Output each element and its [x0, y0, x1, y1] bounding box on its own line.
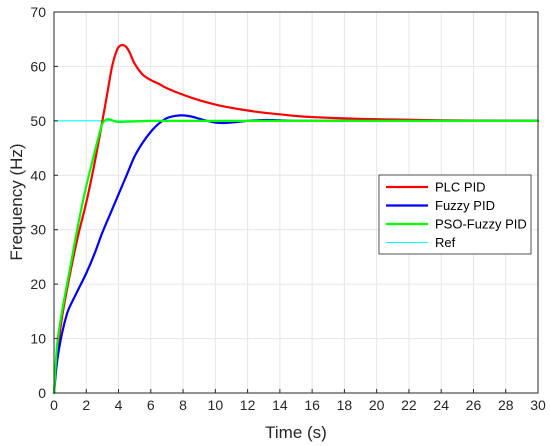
x-tick-label: 10 [208, 397, 224, 413]
x-tick-label: 12 [240, 397, 256, 413]
x-tick-label: 8 [179, 397, 187, 413]
legend-label-pso-fuzzy-pid: PSO-Fuzzy PID [435, 217, 527, 232]
x-tick-label: 28 [498, 397, 514, 413]
legend-box [378, 174, 532, 255]
x-tick-label: 6 [147, 397, 155, 413]
y-tick-label: 70 [30, 4, 46, 20]
series-line-pso-fuzzy-pid [52, 118, 540, 395]
y-tick-label: 60 [30, 58, 46, 74]
y-tick-label: 40 [30, 167, 46, 183]
x-tick-label: 24 [433, 397, 449, 413]
x-tick-label: 20 [369, 397, 385, 413]
x-axis-label: Time (s) [265, 423, 327, 442]
legend-label-fuzzy-pid: Fuzzy PID [435, 198, 495, 213]
x-tick-label: 16 [304, 397, 320, 413]
x-tick-label: 4 [115, 397, 123, 413]
axis-ticks: 0 2 4 6 8 10 12 14 16 18 20 22 24 26 28 300102030405060… [30, 4, 546, 413]
y-axis-label: Frequency (Hz) [7, 143, 26, 260]
legend-label-plc-pid: PLC PID [435, 180, 486, 195]
series-line-plc-pid [52, 43, 540, 395]
y-tick-label: 20 [30, 276, 46, 292]
y-tick-label: 50 [30, 113, 46, 129]
x-tick-label: 26 [466, 397, 482, 413]
x-tick-label: 18 [337, 397, 353, 413]
y-tick-label: 30 [30, 222, 46, 238]
x-tick-label: 2 [82, 397, 90, 413]
y-tick-label: 10 [30, 331, 46, 347]
legend: PLC PID Fuzzy PID PSO-Fuzzy PID Ref [378, 174, 532, 255]
y-tick-label: 0 [38, 385, 46, 401]
x-tick-label: 22 [401, 397, 417, 413]
x-tick-label: 30 [530, 397, 546, 413]
x-tick-label: 0 [50, 397, 58, 413]
plot-border [53, 11, 539, 394]
series-lines [52, 43, 540, 395]
legend-items: PLC PID Fuzzy PID PSO-Fuzzy PID Ref [386, 180, 527, 250]
x-tick-label: 14 [272, 397, 288, 413]
legend-label-ref: Ref [435, 235, 456, 250]
